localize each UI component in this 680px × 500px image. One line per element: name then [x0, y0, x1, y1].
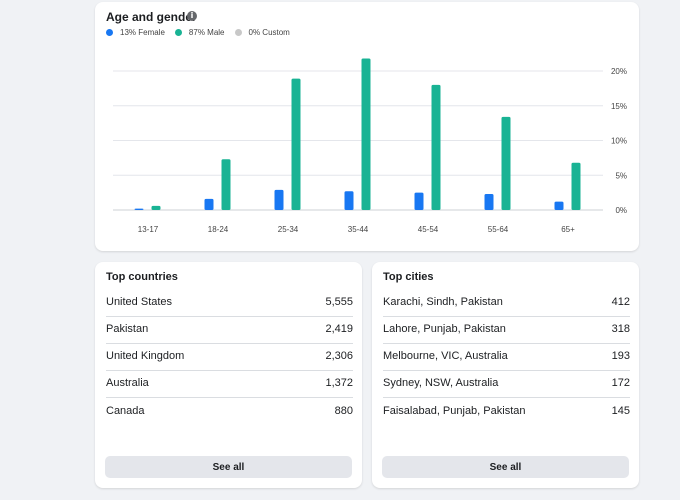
- country-count: 2,306: [325, 350, 353, 362]
- x-tick-label: 65+: [561, 225, 575, 234]
- city-name: Melbourne, VIC, Australia: [383, 350, 508, 362]
- list-item: Lahore, Punjab, Pakistan 318: [383, 317, 630, 344]
- y-tick-label: 0%: [615, 206, 627, 215]
- legend-female: 13% Female: [106, 28, 165, 37]
- chart-legend: 13% Female 87% Male 0% Custom: [106, 28, 300, 37]
- countries-see-all-button[interactable]: See all: [105, 456, 352, 478]
- city-name: Faisalabad, Punjab, Pakistan: [383, 404, 526, 417]
- country-name: Australia: [106, 377, 149, 389]
- list-item: Australia 1,372: [106, 371, 353, 398]
- bar-female: [134, 208, 144, 210]
- bar-male: [501, 116, 511, 210]
- list-item: Faisalabad, Punjab, Pakistan 145: [383, 398, 630, 425]
- bar-female: [274, 189, 284, 210]
- legend-custom: 0% Custom: [234, 28, 290, 37]
- top-countries-card: Top countries United States 5,555 Pakist…: [95, 262, 362, 488]
- city-name: Sydney, NSW, Australia: [383, 377, 499, 389]
- bar-male: [291, 78, 301, 211]
- bar-female: [484, 194, 494, 210]
- top-cities-list: Karachi, Sindh, Pakistan 412 Lahore, Pun…: [383, 290, 630, 425]
- list-item: United Kingdom 2,306: [106, 344, 353, 371]
- x-tick-label: 13-17: [138, 225, 159, 234]
- country-count: 880: [334, 404, 353, 417]
- top-cities-card: Top cities Karachi, Sindh, Pakistan 412 …: [372, 262, 639, 488]
- x-tick-label: 45-54: [418, 225, 439, 234]
- legend-male: 87% Male: [174, 28, 225, 37]
- list-item: Karachi, Sindh, Pakistan 412: [383, 290, 630, 317]
- info-icon[interactable]: i: [187, 11, 197, 21]
- y-tick-label: 20%: [611, 67, 627, 76]
- legend-female-label: 13% Female: [120, 28, 165, 37]
- city-count: 172: [611, 377, 630, 389]
- country-count: 1,372: [325, 377, 353, 389]
- city-name: Karachi, Sindh, Pakistan: [383, 296, 503, 308]
- female-dot-icon: [106, 29, 113, 36]
- city-count: 145: [611, 404, 630, 417]
- bar-male: [431, 84, 441, 210]
- country-name: Canada: [106, 404, 145, 417]
- top-countries-title: Top countries: [106, 271, 178, 283]
- bar-female: [204, 198, 214, 210]
- custom-dot-icon: [234, 29, 242, 36]
- list-item: Pakistan 2,419: [106, 317, 353, 344]
- y-tick-label: 10%: [611, 137, 627, 146]
- list-item: Canada 880: [106, 398, 353, 425]
- country-count: 5,555: [325, 296, 353, 308]
- x-tick-label: 35-44: [348, 225, 369, 234]
- y-tick-label: 15%: [611, 102, 627, 111]
- country-name: Pakistan: [106, 323, 149, 335]
- country-name: United States: [106, 296, 173, 308]
- legend-male-label: 87% Male: [188, 28, 225, 37]
- bar-female: [414, 192, 424, 210]
- age-gender-card: Age and gender i 13% Female 87% Male 0% …: [95, 2, 639, 251]
- city-count: 412: [611, 296, 630, 308]
- top-cities-title: Top cities: [383, 271, 434, 283]
- bar-male: [361, 58, 371, 210]
- city-count: 318: [611, 323, 630, 335]
- bar-male: [221, 159, 231, 210]
- bar-female: [554, 201, 564, 210]
- x-tick-label: 55-64: [488, 225, 509, 234]
- country-count: 2,419: [325, 323, 353, 335]
- city-count: 193: [611, 350, 630, 362]
- bar-male: [151, 205, 161, 210]
- cities-see-all-button[interactable]: See all: [382, 456, 629, 478]
- y-tick-label: 5%: [615, 171, 627, 180]
- list-item: Sydney, NSW, Australia 172: [383, 371, 630, 398]
- bar-female: [344, 191, 354, 210]
- legend-custom-label: 0% Custom: [248, 28, 290, 37]
- country-name: United Kingdom: [106, 350, 185, 362]
- x-tick-label: 18-24: [208, 225, 229, 234]
- top-countries-list: United States 5,555 Pakistan 2,419 Unite…: [106, 290, 353, 425]
- city-name: Lahore, Punjab, Pakistan: [383, 323, 506, 335]
- bar-male: [571, 162, 581, 210]
- male-dot-icon: [174, 29, 182, 36]
- x-tick-label: 25-34: [278, 225, 299, 234]
- age-gender-title: Age and gender: [106, 10, 197, 24]
- list-item: United States 5,555: [106, 290, 353, 317]
- list-item: Melbourne, VIC, Australia 193: [383, 344, 630, 371]
- age-gender-chart: 0% 5% 10% 15% 20% 13-17 18-24 25-34 35-44 45-54 55…: [113, 58, 627, 234]
